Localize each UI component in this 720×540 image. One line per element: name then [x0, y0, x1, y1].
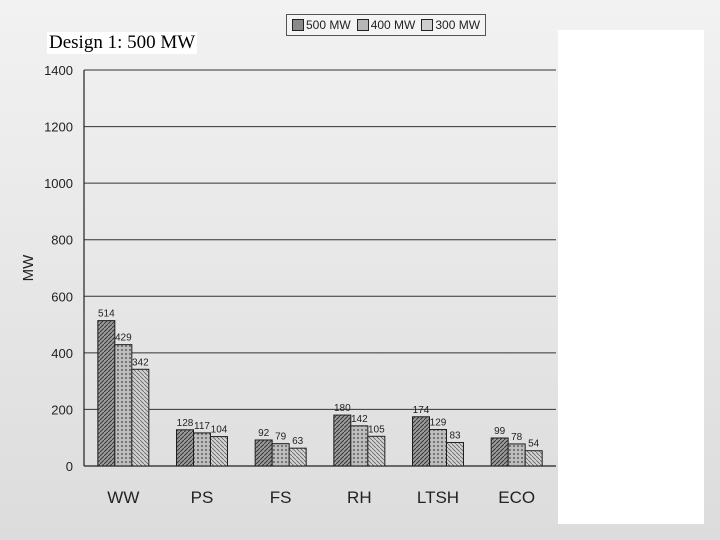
legend-label-500: 500 MW — [306, 18, 351, 32]
bar-ps-2 — [210, 436, 228, 467]
data-label: 129 — [430, 418, 447, 429]
data-label: 342 — [132, 357, 149, 368]
y-tick-label: 200 — [51, 402, 73, 417]
bar-ps-0 — [176, 429, 194, 467]
legend-item-500: 500 MW — [292, 18, 351, 32]
data-label: 78 — [511, 432, 523, 443]
bar-ps-1 — [193, 432, 211, 467]
legend-swatch-dotted-icon — [356, 19, 369, 31]
bar-ltsh-2 — [446, 442, 464, 467]
blank-panel — [558, 30, 704, 524]
x-tick-label: ECO — [498, 488, 535, 507]
x-tick-label: PS — [191, 488, 214, 507]
legend-label-300: 300 MW — [435, 18, 481, 32]
y-tick-label: 600 — [51, 289, 73, 304]
x-tick-label: FS — [270, 488, 292, 507]
x-tick-label: RH — [347, 488, 372, 507]
bar-eco-0 — [490, 437, 509, 467]
data-label: 174 — [413, 405, 430, 416]
legend-item-300: 300 MW — [421, 18, 480, 32]
bar-ww-1 — [114, 344, 133, 467]
x-axis-ticks: WW PS FS RH LTSH ECO — [107, 488, 535, 507]
y-tick-label: 800 — [51, 233, 73, 248]
data-label: 63 — [292, 436, 304, 447]
bar-fs-1 — [271, 443, 290, 467]
bar-rh-2 — [367, 435, 386, 467]
bar-ww-0 — [97, 320, 116, 467]
data-label: 79 — [275, 432, 287, 443]
bar-ww-2 — [131, 368, 150, 467]
data-label: 142 — [351, 414, 368, 425]
bar-eco-2 — [524, 450, 543, 467]
legend-label-400: 400 MW — [370, 18, 416, 32]
data-label: 514 — [98, 309, 115, 320]
y-axis-label: MW — [20, 254, 37, 281]
gridlines — [83, 69, 556, 467]
data-label: 92 — [258, 428, 270, 439]
y-tick-label: 0 — [66, 459, 73, 474]
bar-fs-0 — [254, 439, 273, 467]
chart-legend: 500 MW 400 MW 300 MW — [286, 14, 487, 36]
data-label: 117 — [194, 421, 210, 432]
data-label: 105 — [368, 424, 385, 435]
bars — [97, 320, 543, 467]
slide-title: Design 1: 500 MW — [47, 32, 198, 54]
bar-ltsh-0 — [412, 416, 430, 467]
x-tick-label: WW — [107, 488, 139, 507]
y-tick-label: 1000 — [44, 176, 73, 191]
y-tick-label: 1400 — [44, 63, 73, 78]
legend-item-400: 400 MW — [356, 18, 416, 32]
bar-eco-1 — [507, 443, 526, 467]
y-axis-ticks: 0 200 400 600 800 1000 1200 1400 — [44, 63, 73, 474]
data-label: 429 — [115, 333, 132, 344]
legend-swatch-hatched-icon — [421, 19, 434, 31]
x-tick-label: LTSH — [417, 488, 459, 507]
data-label: 180 — [334, 403, 351, 414]
bar-fs-2 — [288, 447, 307, 467]
y-tick-label: 400 — [51, 346, 73, 361]
data-label: 99 — [494, 426, 506, 437]
data-label: 128 — [177, 418, 194, 429]
y-tick-label: 1200 — [44, 120, 73, 135]
bar-rh-0 — [333, 414, 352, 467]
bar-ltsh-1 — [429, 429, 447, 467]
bar-rh-1 — [350, 425, 369, 467]
data-label: 83 — [449, 431, 461, 442]
legend-swatch-diagonal-icon — [292, 19, 304, 31]
data-label: 54 — [528, 439, 540, 450]
data-label: 104 — [211, 425, 228, 436]
